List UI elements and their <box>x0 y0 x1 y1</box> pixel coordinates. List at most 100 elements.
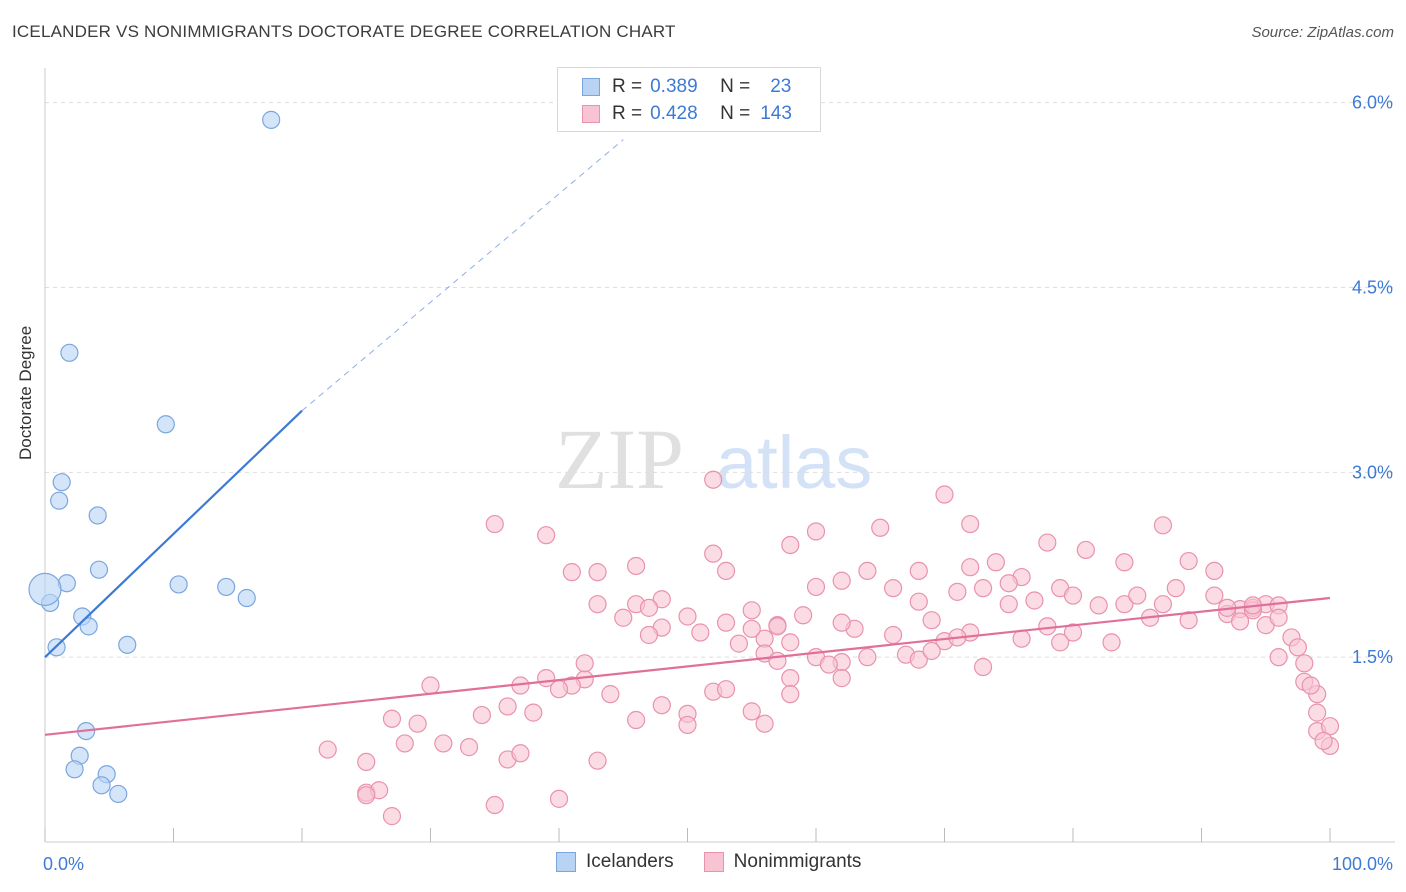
r-value: 0.428 <box>650 103 698 124</box>
legend-item-nonimmigrants[interactable]: Nonimmigrants <box>703 851 861 873</box>
icelander-point <box>262 110 281 129</box>
nonimmigrant-point <box>382 709 402 728</box>
nonimmigrant-point <box>858 648 877 667</box>
nonimmigrant-point <box>832 669 851 688</box>
nonimmigrant-point <box>614 608 633 627</box>
nonimmigrant-point <box>1269 648 1288 667</box>
nonimmigrant-point <box>1308 703 1327 722</box>
nonimmigrant-point <box>421 676 440 695</box>
y-tick-label: 1.5% <box>1352 647 1393 667</box>
blue-swatch <box>582 78 600 96</box>
chart-title: ICELANDER VS NONIMMIGRANTS DOCTORATE DEG… <box>12 22 676 41</box>
icelander-point <box>50 491 69 510</box>
nonimmigrant-point <box>909 592 928 611</box>
icelander-point <box>79 617 98 636</box>
nonimmigrant-point <box>716 561 736 581</box>
nonimmigrant-point <box>434 734 453 753</box>
nonimmigrant-point <box>1089 596 1108 615</box>
nonimmigrant-point <box>858 561 877 581</box>
icelander-point <box>118 635 137 654</box>
nonimmigrant-point <box>575 654 594 673</box>
icelander-point <box>217 577 236 597</box>
nonimmigrant-point <box>588 751 607 770</box>
n-label: N = <box>720 76 751 97</box>
pink-swatch <box>582 105 600 123</box>
nonimmigrant-point <box>781 633 800 652</box>
nonimmigrant-point <box>1166 579 1185 598</box>
nonimmigrant-point <box>357 752 376 772</box>
y-tick-label: 3.0% <box>1352 462 1393 482</box>
nonimmigrant-point <box>1295 654 1314 673</box>
nonimmigrant-point <box>768 651 787 670</box>
nonimmigrant-point <box>1205 561 1224 581</box>
icelander-point <box>92 776 111 795</box>
legend-item-icelanders[interactable]: Icelanders <box>556 851 674 873</box>
icelanders-trend-line <box>44 409 303 658</box>
icelander-point <box>169 575 188 594</box>
nonimmigrant-point <box>652 590 671 609</box>
nonimmigrant-point <box>626 556 646 576</box>
nonimmigrant-point <box>832 613 851 632</box>
correlation-legend: R = 0.389 N = 23 R = 0.428 N = 143 <box>557 67 821 132</box>
icelander-point <box>52 473 71 492</box>
nonimmigrant-point <box>1153 595 1173 614</box>
nonimmigrant-point <box>986 553 1006 572</box>
legend-row-nonimmigrants: R = 0.428 N = 143 <box>582 101 792 127</box>
nonimmigrant-point <box>395 734 414 753</box>
icelander-point <box>88 506 107 525</box>
nonimmigrant-point <box>781 535 800 555</box>
nonimmigrant-point <box>511 744 530 763</box>
nonimmigrant-point <box>819 655 838 674</box>
nonimmigrant-point <box>832 571 851 590</box>
icelander-point <box>109 784 128 804</box>
nonimmigrant-point <box>922 641 941 661</box>
icelander-point <box>28 572 62 606</box>
nonimmigrant-point <box>794 606 813 625</box>
nonimmigrant-point <box>742 702 761 721</box>
icelander-point <box>237 588 256 608</box>
nonimmigrant-point <box>768 617 787 636</box>
nonimmigrant-point <box>1063 623 1083 642</box>
nonimmigrant-point <box>729 634 749 653</box>
tick-labels: 1.5% 3.0% 4.5% 6.0% 0.0% 100.0% <box>43 93 1393 874</box>
nonimmigrant-point <box>382 807 402 826</box>
nonimmigrant-point <box>742 619 761 638</box>
nonimmigrant-point <box>678 607 697 626</box>
r-value: 0.389 <box>650 76 698 97</box>
nonimmigrant-point <box>601 685 620 704</box>
nonimmigrant-point <box>1179 551 1198 571</box>
nonimmigrant-point <box>1269 608 1288 627</box>
nonimmigrant-point <box>1012 629 1031 648</box>
icelander-point <box>60 343 79 362</box>
nonimmigrant-point <box>485 795 504 815</box>
nonimmigrant-point <box>806 577 826 597</box>
nonimmigrant-point <box>1051 633 1070 652</box>
n-value: 143 <box>760 103 792 124</box>
nonimmigrant-point <box>537 526 556 545</box>
pink-swatch <box>703 852 724 872</box>
nonimmigrant-point <box>1102 633 1121 652</box>
nonimmigrant-point <box>1076 540 1095 560</box>
nonimmigrant-point <box>961 558 980 577</box>
nonimmigrant-point <box>691 623 710 642</box>
legend-label: Icelanders <box>586 851 674 872</box>
r-label: R = <box>612 76 643 97</box>
nonimmigrant-point <box>883 579 903 598</box>
nonimmigrant-point <box>961 514 980 534</box>
nonimmigrant-point <box>498 697 517 716</box>
nonimmigrant-point <box>781 669 800 688</box>
data-points <box>28 110 1340 826</box>
legend-row-icelanders: R = 0.389 N = 23 <box>582 74 791 100</box>
y-tick-label: 4.5% <box>1352 277 1393 297</box>
n-value: 23 <box>770 76 792 97</box>
nonimmigrant-point <box>357 786 376 805</box>
nonimmigrant-point <box>871 518 890 537</box>
nonimmigrant-point <box>318 740 337 759</box>
watermark-atlas: atlas <box>716 421 872 504</box>
nonimmigrant-point <box>1314 731 1333 751</box>
nonimmigrant-point <box>909 650 928 669</box>
axes <box>44 68 1395 843</box>
nonimmigrant-point <box>704 470 723 489</box>
nonimmigrant-point <box>588 563 607 582</box>
